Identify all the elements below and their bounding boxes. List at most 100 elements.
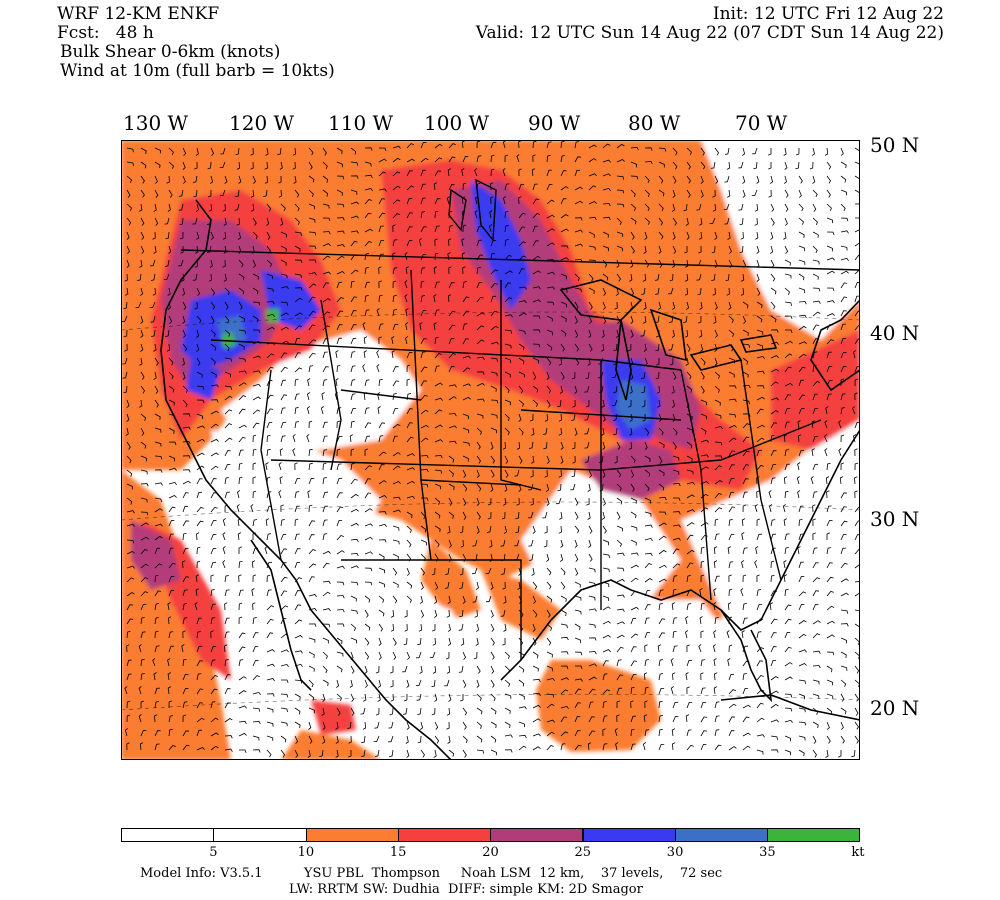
wind-barb (348, 750, 352, 758)
wind-barb (406, 378, 411, 387)
wind-barb (489, 539, 493, 548)
wind-barb (696, 203, 702, 211)
wind-barb (376, 350, 380, 359)
wind-barb (644, 578, 653, 583)
wind-barb (574, 609, 582, 615)
wind-barb (838, 448, 842, 457)
wind-barb (532, 678, 541, 683)
wind-barb (826, 189, 831, 198)
wind-barb (616, 567, 625, 572)
wind-barb (516, 497, 520, 506)
wind-barb (630, 259, 634, 268)
wind-barb (616, 483, 622, 492)
wind-barb (602, 173, 611, 177)
wind-barb (280, 749, 286, 758)
wind-barb (713, 658, 717, 667)
wind-barb (616, 143, 625, 149)
wind-barb (294, 406, 299, 415)
wind-barb (783, 518, 787, 527)
wind-barb (252, 217, 257, 226)
wind-barb (126, 413, 130, 422)
wind-barb (560, 595, 567, 602)
wind-barb (756, 533, 763, 541)
wind-barb (598, 385, 604, 393)
wind-barb (294, 393, 300, 401)
wind-barb (574, 169, 581, 177)
wind-barb (812, 231, 819, 238)
wind-barb (375, 665, 380, 674)
wind-barb (686, 147, 692, 156)
wind-barb (266, 649, 275, 653)
wind-barb (196, 688, 204, 695)
wind-barb (490, 196, 494, 205)
wind-barb (167, 672, 171, 681)
wind-barb (252, 720, 261, 725)
wind-barb (196, 729, 203, 737)
wind-barb (630, 203, 636, 211)
wind-barb (434, 157, 443, 163)
wind-barb (854, 665, 860, 674)
wind-barb (139, 259, 143, 268)
wind-barb (629, 413, 633, 422)
wind-barb (840, 175, 847, 183)
wind-barb (854, 735, 859, 744)
wind-barb (630, 700, 634, 709)
wind-barb (514, 539, 520, 547)
wind-barb (308, 259, 317, 263)
wind-barb (798, 561, 804, 569)
wind-barb (725, 273, 730, 282)
wind-barb (644, 729, 650, 737)
wind-barb (378, 212, 386, 219)
wind-barb (588, 730, 596, 737)
wind-barb (167, 203, 171, 212)
wind-barb (672, 245, 677, 254)
wind-barb (854, 721, 859, 730)
wind-barb (168, 520, 175, 527)
wind-barb (686, 744, 694, 751)
wind-barb (726, 630, 730, 639)
wind-barb (210, 147, 215, 156)
wind-barb (560, 186, 569, 191)
wind-barb (182, 469, 191, 473)
wind-barb (476, 707, 483, 715)
wind-barb (616, 594, 625, 598)
wind-barb (574, 637, 582, 644)
wind-barb (222, 560, 226, 569)
wind-barb (252, 646, 259, 653)
color-bar-cell (767, 828, 861, 842)
wind-barb (362, 322, 366, 331)
wind-barb (740, 588, 744, 597)
color-bar-cell (213, 828, 307, 842)
wind-barb (713, 560, 718, 569)
wind-barb (163, 273, 170, 281)
wind-barb (616, 674, 624, 681)
wind-barb (207, 161, 212, 170)
wind-barb (826, 351, 832, 359)
wind-barb (124, 343, 128, 352)
wind-barb (321, 392, 325, 401)
wind-barb (476, 511, 481, 520)
wind-barb (644, 217, 650, 225)
lon-label-100w: 100 W (424, 111, 490, 135)
wind-barb (154, 523, 163, 527)
wind-barb (406, 525, 412, 534)
wind-barb (153, 371, 157, 380)
wind-barb (713, 546, 718, 555)
wind-barb (574, 702, 581, 709)
wind-barb (571, 413, 576, 421)
wind-barb (402, 707, 408, 715)
wind-barb (196, 438, 205, 443)
wind-barb (770, 315, 777, 323)
wind-barb (378, 464, 385, 471)
wind-barb (182, 147, 187, 156)
wind-barb (140, 343, 144, 352)
wind-barb (252, 273, 259, 280)
wind-barb (812, 491, 818, 499)
wind-barb (476, 735, 483, 743)
wind-barb (532, 746, 541, 751)
wind-barb (196, 452, 205, 457)
wind-barb (740, 231, 744, 240)
wind-barb (348, 735, 352, 744)
wind-barb (770, 703, 779, 709)
wind-barb (196, 371, 203, 378)
